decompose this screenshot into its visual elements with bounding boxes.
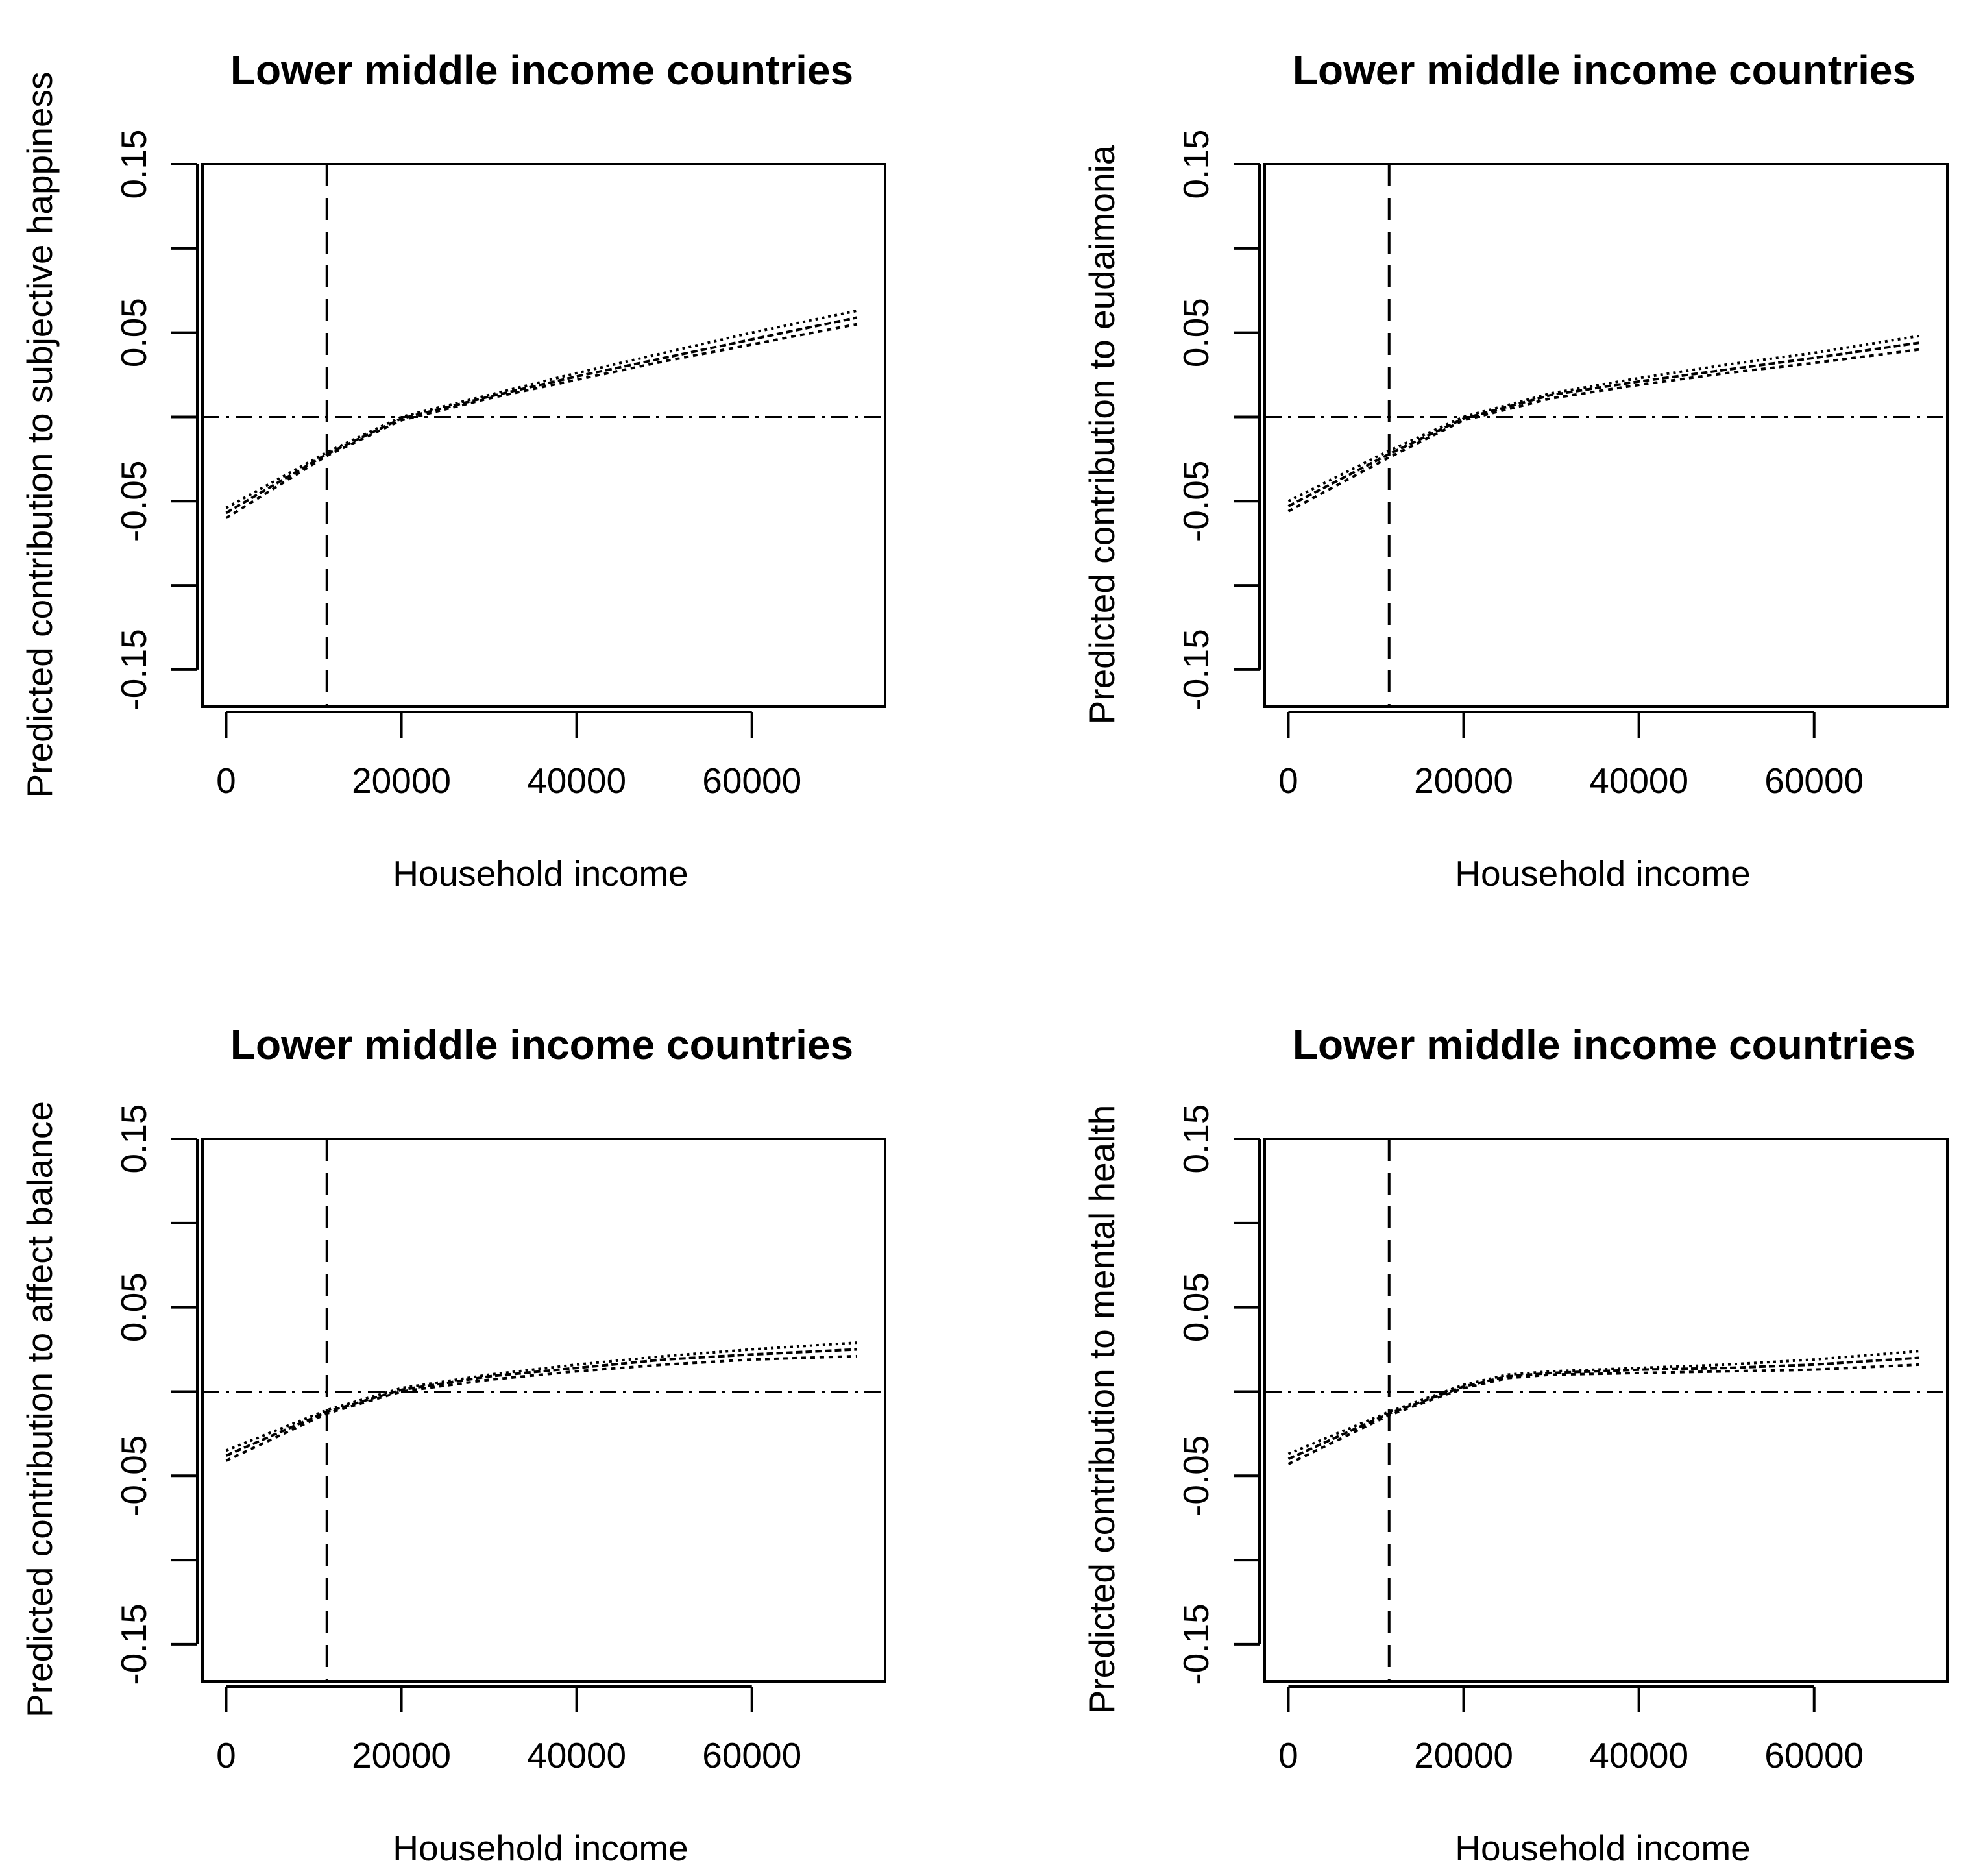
plot-frame <box>1263 163 1949 708</box>
y-axis-label: Predicted contribution to subjective hap… <box>19 71 60 798</box>
y-tick-label: -0.15 <box>114 1603 154 1685</box>
x-tick-label: 20000 <box>352 1735 451 1775</box>
panel-mental-health: Lower middle income countries Household … <box>1082 1021 1949 1868</box>
x-tick-label: 40000 <box>1589 761 1688 801</box>
y-axis-label: Predicted contribution to eudaimonia <box>1082 145 1122 724</box>
y-axis-label: Predicted contribution to mental health <box>1082 1105 1122 1714</box>
panel-title: Lower middle income countries <box>230 1021 853 1068</box>
x-axis-label: Household income <box>393 1828 688 1868</box>
series-line <box>1287 1363 1919 1465</box>
panel-title: Lower middle income countries <box>230 47 853 93</box>
x-tick-label: 0 <box>216 1735 236 1775</box>
x-tick-label: 0 <box>1278 761 1298 801</box>
plot-frame <box>201 163 886 708</box>
series-line <box>225 1348 857 1457</box>
series-line <box>225 1341 857 1452</box>
y-tick-label: -0.05 <box>1176 1435 1216 1517</box>
y-tick-label: 0.05 <box>1176 298 1216 367</box>
x-tick-label: 60000 <box>1764 761 1864 801</box>
x-tick-label: 40000 <box>527 1735 626 1775</box>
x-axis-label: Household income <box>1455 853 1751 894</box>
panel-affect-balance: Lower middle income countries Household … <box>19 1021 886 1868</box>
series-line <box>225 316 858 515</box>
y-tick-label: -0.15 <box>1176 1603 1216 1685</box>
y-tick-label: 0.15 <box>1176 129 1216 199</box>
x-tick-label: 60000 <box>702 761 801 801</box>
plot-frame <box>201 1138 886 1683</box>
panel-title: Lower middle income countries <box>1293 1021 1916 1068</box>
x-axis-label: Household income <box>393 853 688 894</box>
plot-frame <box>1263 1138 1949 1683</box>
y-tick-label: 0.05 <box>1176 1273 1216 1342</box>
y-tick-label: 0.15 <box>114 129 154 199</box>
x-tick-label: 20000 <box>352 761 451 801</box>
x-tick-label: 40000 <box>527 761 626 801</box>
y-tick-label: 0.05 <box>114 1273 154 1342</box>
y-tick-label: 0.05 <box>114 298 154 367</box>
panel-subjective-happiness: Lower middle income countries Household … <box>19 47 886 894</box>
x-tick-label: 40000 <box>1589 1735 1688 1775</box>
x-axis-label: Household income <box>1455 1828 1751 1868</box>
y-tick-label: -0.05 <box>114 1435 154 1517</box>
y-tick-label: -0.15 <box>114 629 154 710</box>
series-line <box>225 309 858 509</box>
series-line <box>1287 1356 1919 1461</box>
x-tick-label: 60000 <box>702 1735 801 1775</box>
series-line <box>1287 341 1920 507</box>
x-tick-label: 20000 <box>1414 761 1513 801</box>
y-tick-label: 0.15 <box>114 1104 154 1173</box>
y-tick-label: 0.15 <box>1176 1104 1216 1173</box>
panel-title: Lower middle income countries <box>1293 47 1916 93</box>
series-line <box>1287 348 1920 513</box>
y-axis-label: Predicted contribution to affect balance <box>19 1101 60 1718</box>
series-line <box>225 1354 857 1462</box>
y-tick-label: -0.05 <box>1176 461 1216 542</box>
x-tick-label: 60000 <box>1764 1735 1864 1775</box>
x-tick-label: 20000 <box>1414 1735 1513 1775</box>
x-tick-label: 0 <box>1278 1735 1298 1775</box>
y-tick-label: -0.15 <box>1176 629 1216 710</box>
y-tick-label: -0.05 <box>114 461 154 542</box>
panel-eudaimonia: Lower middle income countries Household … <box>1082 47 1949 894</box>
x-tick-label: 0 <box>216 761 236 801</box>
